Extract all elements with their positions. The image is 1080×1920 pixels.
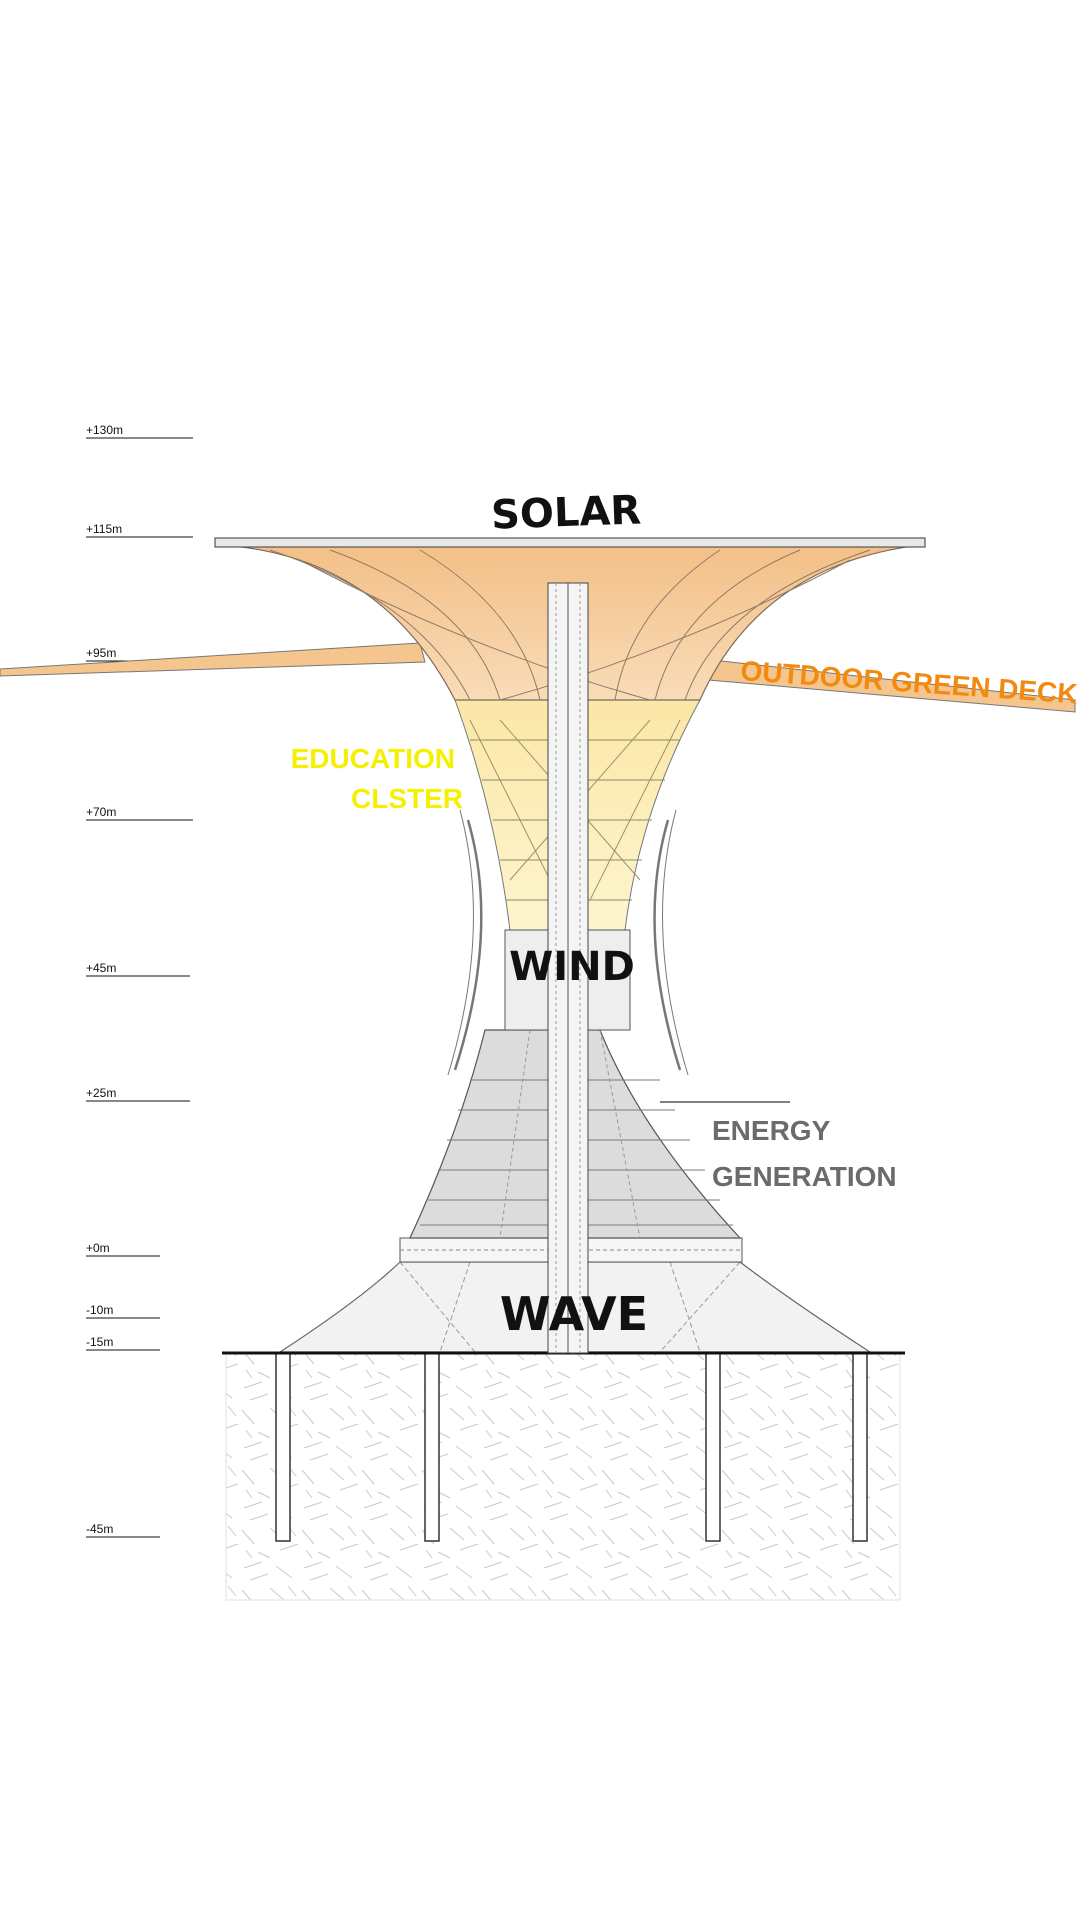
level-marker: -15m xyxy=(86,1335,160,1350)
level-label: +45m xyxy=(86,961,116,975)
level-label: +70m xyxy=(86,805,116,819)
level-marker: +0m xyxy=(86,1241,160,1256)
level-label: -10m xyxy=(86,1303,113,1317)
level-label: +25m xyxy=(86,1086,116,1100)
level-label: -45m xyxy=(86,1522,113,1536)
level-marker: +70m xyxy=(86,805,193,820)
level-marker: +115m xyxy=(86,522,193,537)
solar-panel-roof xyxy=(215,538,925,547)
level-marker: -45m xyxy=(86,1522,160,1537)
foundation-pile xyxy=(853,1353,867,1541)
foundation-pile xyxy=(706,1353,720,1541)
energy-label-line2: GENERATION xyxy=(712,1161,897,1192)
level-label: +95m xyxy=(86,646,116,660)
foundation-pile xyxy=(276,1353,290,1541)
level-label: +115m xyxy=(86,522,122,536)
level-marker: +45m xyxy=(86,961,190,976)
level-label: +130m xyxy=(86,423,123,437)
level-marker: +25m xyxy=(86,1086,190,1101)
level-label: -15m xyxy=(86,1335,113,1349)
level-marker: +130m xyxy=(86,423,193,438)
wave-label: WAVE xyxy=(500,1287,648,1341)
energy-label-line1: ENERGY xyxy=(712,1115,831,1146)
education-label-line2: CLSTER xyxy=(351,783,463,814)
elevation-markers: +130m +115m +95m +70m +45m +25m +0m -10 xyxy=(86,423,193,1537)
foundation-pile xyxy=(425,1353,439,1541)
level-label: +0m xyxy=(86,1241,110,1255)
education-label-line1: EDUCATION xyxy=(291,743,455,774)
outdoor-green-deck-label: OUTDOOR GREEN DECK xyxy=(740,655,1079,709)
level-marker: -10m xyxy=(86,1303,160,1318)
soil-block xyxy=(226,1353,900,1600)
solar-label: SOLAR xyxy=(490,487,642,538)
ground-section xyxy=(226,1353,900,1600)
wind-label: WIND xyxy=(509,944,635,990)
